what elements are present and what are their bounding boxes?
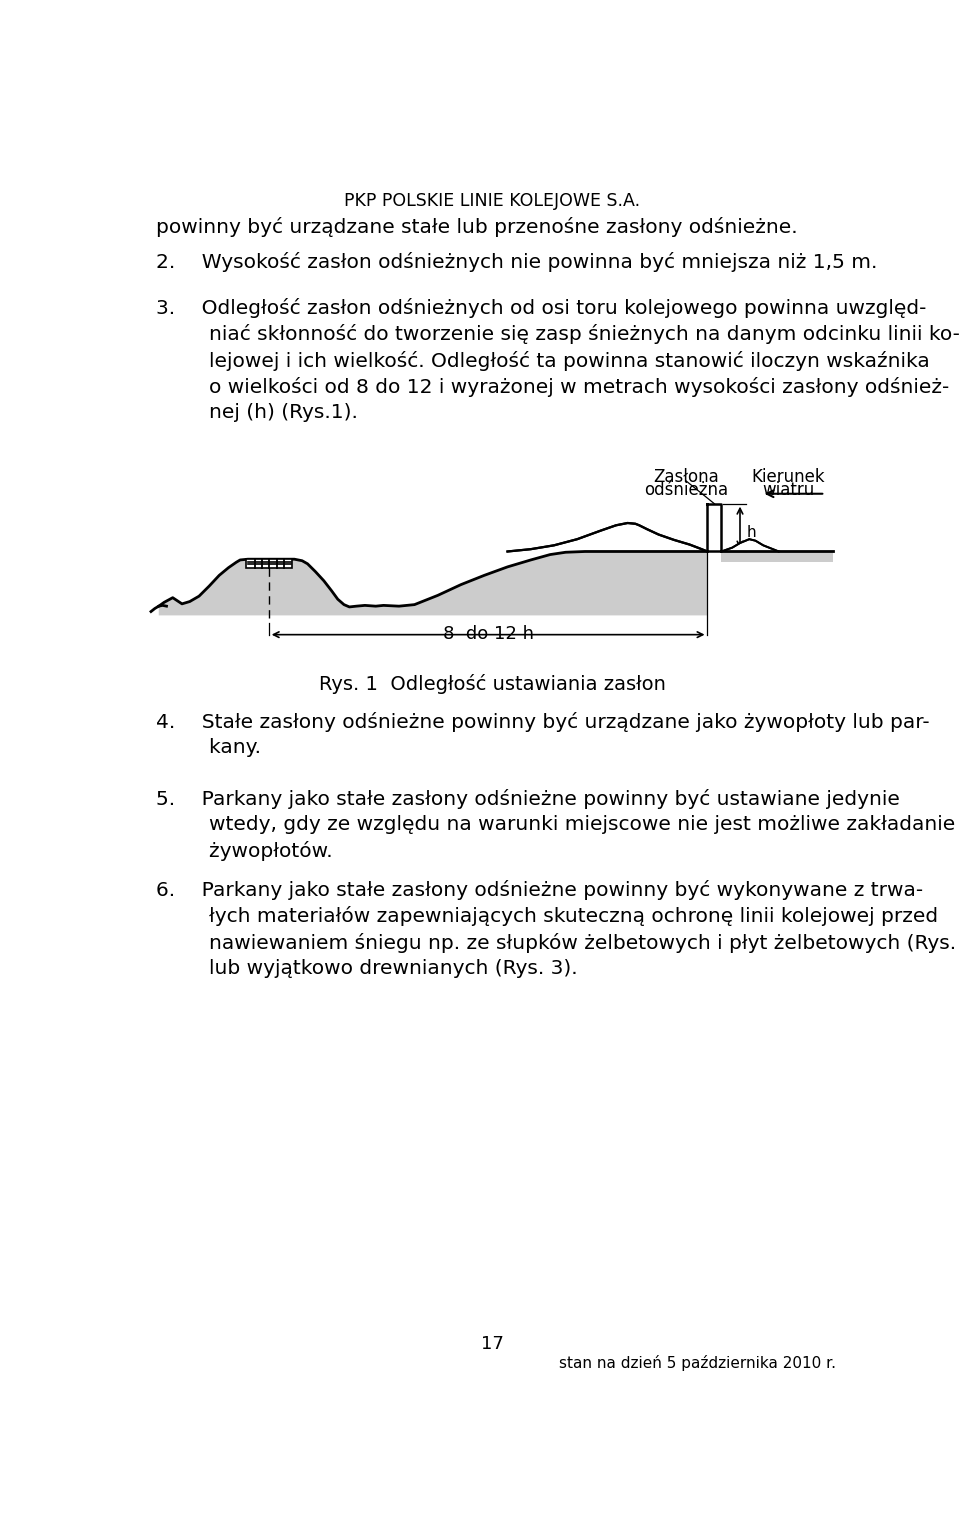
Text: niać skłonność do tworzenie się zasp śnieżnych na danym odcinku linii ko-: niać skłonność do tworzenie się zasp śni… — [156, 324, 960, 344]
Text: kany.: kany. — [156, 738, 261, 757]
Text: Kierunek: Kierunek — [752, 468, 825, 485]
Polygon shape — [721, 539, 779, 551]
Text: 8  do 12 h: 8 do 12 h — [443, 625, 534, 643]
Text: PKP POLSKIE LINIE KOLEJOWE S.A.: PKP POLSKIE LINIE KOLEJOWE S.A. — [344, 192, 640, 210]
Polygon shape — [247, 559, 292, 568]
Text: odśnieżna: odśnieżna — [644, 480, 728, 499]
Text: nawiewaniem śniegu np. ze słupków żelbetowych i płyt żelbetowych (Rys. 2): nawiewaniem śniegu np. ze słupków żelbet… — [156, 933, 960, 953]
Text: lejowej i ich wielkość. Odległość ta powinna stanowić iloczyn wskaźnika: lejowej i ich wielkość. Odległość ta pow… — [156, 350, 930, 370]
Text: wtedy, gdy ze względu na warunki miejscowe nie jest możliwe zakładanie: wtedy, gdy ze względu na warunki miejsco… — [156, 815, 955, 834]
Text: o wielkości od 8 do 12 i wyrażonej w metrach wysokości zasłony odśnież-: o wielkości od 8 do 12 i wyrażonej w met… — [156, 376, 949, 396]
Text: 2.  Wysokość zasłon odśnieżnych nie powinna być mniejsza niż 1,5 m.: 2. Wysokość zasłon odśnieżnych nie powin… — [156, 252, 877, 272]
Text: 3.  Odległość zasłon odśnieżnych od osi toru kolejowego powinna uwzględ-: 3. Odległość zasłon odśnieżnych od osi t… — [156, 298, 926, 318]
Text: wiatru: wiatru — [762, 480, 814, 499]
Text: nej (h) (Rys.1).: nej (h) (Rys.1). — [156, 402, 358, 422]
Text: h: h — [746, 525, 756, 540]
Polygon shape — [721, 551, 833, 562]
Polygon shape — [158, 551, 708, 616]
Text: 6.  Parkany jako stałe zasłony odśnieżne powinny być wykonywane z trwa-: 6. Parkany jako stałe zasłony odśnieżne … — [156, 880, 924, 901]
Text: powinny być urządzane stałe lub przenośne zasłony odśnieżne.: powinny być urządzane stałe lub przenośn… — [156, 216, 798, 236]
Text: 17: 17 — [481, 1334, 503, 1352]
Text: żywopłotów.: żywopłotów. — [156, 841, 333, 861]
Text: lub wyjątkowo drewnianych (Rys. 3).: lub wyjątkowo drewnianych (Rys. 3). — [156, 959, 578, 978]
Text: Zasłona: Zasłona — [653, 468, 719, 485]
Text: 5.  Parkany jako stałe zasłony odśnieżne powinny być ustawiane jedynie: 5. Parkany jako stałe zasłony odśnieżne … — [156, 789, 900, 809]
Text: stan na dzień 5 października 2010 r.: stan na dzień 5 października 2010 r. — [559, 1354, 836, 1371]
Text: 4.  Stałe zasłony odśnieżne powinny być urządzane jako żywopłoty lub par-: 4. Stałe zasłony odśnieżne powinny być u… — [156, 712, 930, 732]
Text: Rys. 1  Odległość ustawiania zasłon: Rys. 1 Odległość ustawiania zasłon — [319, 674, 665, 694]
Polygon shape — [508, 523, 708, 551]
Text: łych materiałów zapewniających skuteczną ochronę linii kolejowej przed: łych materiałów zapewniających skuteczną… — [156, 907, 939, 927]
